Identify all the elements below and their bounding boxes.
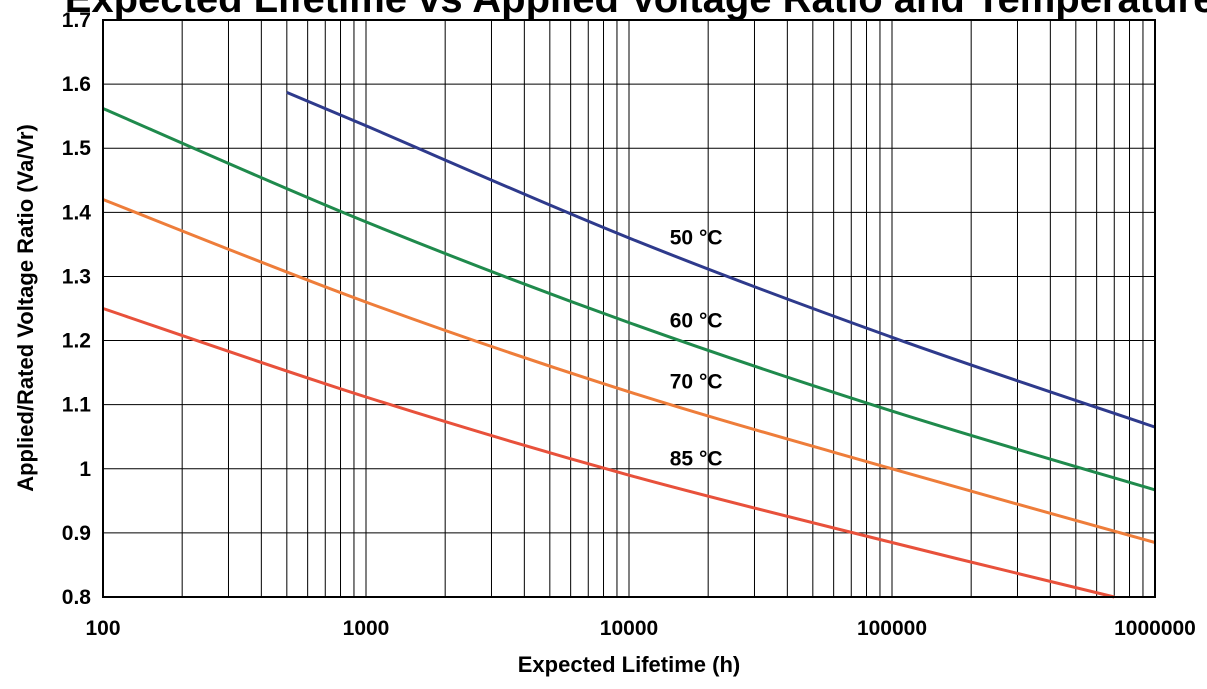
plot-frame [102,19,1156,598]
y-tick-label: 1.4 [62,201,92,224]
grid-layer [103,20,1155,597]
y-tick-label: 1.5 [62,137,92,160]
y-axis-title: Applied/Rated Voltage Ratio (Va/Vr) [13,124,38,492]
series-line-1 [286,91,1156,429]
annotation-layer: 50 °C 60 °C 70 °C 85 °C [670,226,723,470]
series-line-4 [102,307,1115,599]
tick-label-layer: 0.8 0.9 1 1.1 1.2 1.3 1.4 1.5 1.6 1.7 100 1000 10000… [62,9,1196,640]
y-tick-label: 1.7 [62,9,91,32]
series-layer [102,91,1156,599]
series-line-3 [102,198,1156,544]
x-tick-label: 100 [85,617,120,640]
series-label: 60 °C [670,310,723,333]
y-tick-label: 1.1 [62,394,92,417]
y-tick-label: 1.2 [62,330,91,353]
series-label: 85 °C [670,448,723,471]
series-label: 70 °C [670,371,723,394]
x-tick-label: 10000 [600,617,658,640]
y-tick-label: 1.6 [62,73,91,96]
chart-title: Expected Lifetime vs Applied Voltage Rat… [65,0,1207,21]
x-tick-label: 1000000 [1114,617,1196,640]
y-tick-label: 0.8 [62,586,92,609]
series-label: 50 °C [670,226,723,249]
x-tick-label: 100000 [857,617,927,640]
x-axis-title: Expected Lifetime (h) [518,652,740,677]
y-tick-label: 1 [79,458,91,481]
x-tick-label: 1000 [343,617,390,640]
series-line-2 [102,107,1156,492]
y-tick-label: 1.3 [62,265,91,288]
y-tick-label: 0.9 [62,522,91,545]
